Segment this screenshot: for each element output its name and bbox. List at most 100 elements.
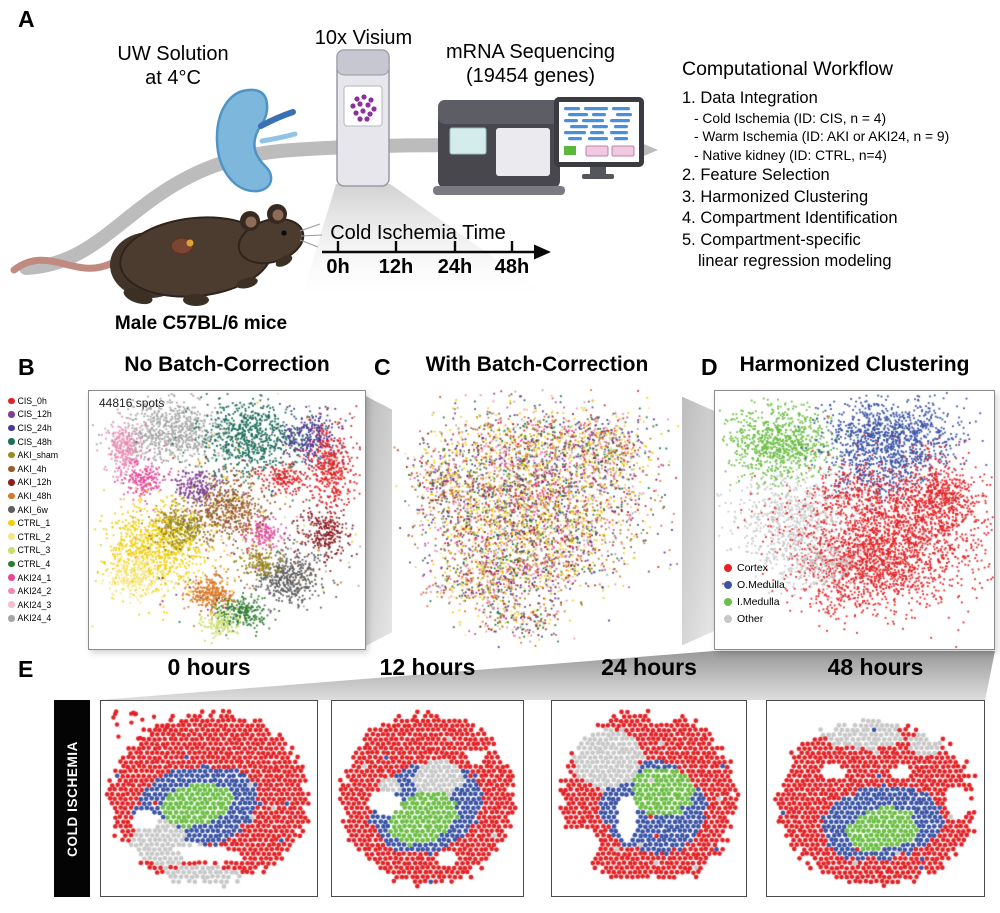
legend-item-label: CIS_24h — [17, 422, 52, 433]
legend-item-label: CIS_48h — [17, 436, 52, 447]
spatial-section-48h — [766, 700, 985, 897]
legend-color-dot — [8, 397, 15, 405]
timepoint-title-12h: 12 hours — [379, 654, 476, 680]
legend-color-dot — [724, 563, 732, 572]
compartment-legend-item: I.Medulla — [724, 593, 785, 610]
legend-item-label: O.Medulla — [737, 578, 785, 591]
spatial-canvas-0h — [103, 703, 315, 894]
sample-legend-item: CIS_24h — [8, 421, 86, 435]
legend-color-dot — [8, 424, 15, 432]
legend-item-label: AKI24_2 — [17, 586, 52, 597]
spatial-canvas-48h — [769, 703, 982, 894]
legend-item-label: AKI24_1 — [17, 572, 52, 583]
spatial-canvas-24h — [554, 703, 744, 894]
sample-legend-item: CTRL_1 — [8, 516, 86, 530]
workflow-item: linear regression modeling — [698, 252, 892, 270]
legend-item-label: CTRL_2 — [17, 531, 51, 542]
legend-color-dot — [724, 597, 732, 606]
spots-count: 44816 spots — [99, 396, 165, 410]
legend-color-dot — [8, 547, 15, 554]
timepoint-title-0h: 0 hours — [167, 654, 251, 680]
legend-color-dot — [8, 615, 15, 622]
spatial-section-24h — [551, 700, 747, 897]
sample-legend-item: AKI24_2 — [8, 584, 86, 598]
legend-color-dot — [8, 587, 15, 595]
umap-harmonized-box: Cortex O.Medulla I.Medulla Other — [714, 390, 995, 650]
timeline-tick-24h: 24h — [437, 256, 473, 278]
sample-legend-item: AKI_4h — [8, 462, 86, 476]
zoom-wedge — [302, 184, 548, 296]
compartment-legend-item: Other — [724, 610, 785, 627]
workflow-item: 2. Feature Selection — [682, 166, 830, 184]
legend-color-dot — [8, 451, 15, 459]
visium-label: 10x Visium — [314, 27, 413, 49]
sample-legend-item: AKI_6w — [8, 503, 86, 517]
legend-color-dot — [8, 465, 15, 473]
legend-item-label: Other — [737, 612, 764, 625]
panel-b-title: No Batch-Correction — [124, 353, 330, 376]
legend-item-label: CIS_12h — [17, 409, 52, 420]
legend-color-dot — [8, 601, 15, 608]
cold-ischemia-text: COLD ISCHEMIA — [64, 740, 80, 857]
monitor-illustration — [554, 97, 644, 179]
legend-item-label: AKI24_4 — [17, 613, 52, 624]
umap-batch-box — [392, 388, 682, 650]
legend-item-label: I.Medulla — [737, 595, 780, 608]
legend-item-label: AKI_6w — [17, 504, 48, 515]
umap-harmonized-canvas — [715, 391, 994, 649]
panel-d-label: D — [701, 354, 718, 380]
workflow-item: 4. Compartment Identification — [682, 209, 898, 227]
panel-c-title: With Batch-Correction — [425, 353, 649, 376]
legend-color-dot — [8, 574, 15, 581]
legend-color-dot — [8, 479, 15, 486]
uw-solution-label-line1: UW Solution — [117, 43, 229, 65]
sample-legend-item: CTRL_4 — [8, 557, 86, 571]
compartment-legend-item: O.Medulla — [724, 576, 785, 593]
computational-workflow-title: Computational Workflow — [682, 58, 893, 80]
compartment-legend: Cortex O.Medulla I.Medulla Other — [724, 559, 785, 627]
sample-legend-item: AKI_12h — [8, 476, 86, 490]
spatial-section-0h — [100, 700, 318, 897]
panel-b-label: B — [18, 354, 35, 380]
umap-no-batch-canvas — [89, 391, 365, 649]
bc-connector-shadow — [362, 394, 396, 648]
sample-legend-item: CTRL_3 — [8, 544, 86, 558]
timeline-tick-0h: 0h — [326, 256, 350, 278]
sample-legend: CIS_0h CIS_12h CIS_24h CIS_48h AKI_sham … — [8, 394, 86, 625]
panel-d-title: Harmonized Clustering — [739, 353, 970, 376]
panel-e-label: E — [18, 656, 34, 682]
sample-legend-item: AKI24_1 — [8, 571, 86, 585]
workflow-item: 3. Harmonized Clustering — [682, 187, 869, 206]
legend-color-dot — [8, 519, 15, 527]
timeline-tick-12h: 12h — [378, 256, 414, 278]
legend-color-dot — [8, 560, 15, 568]
legend-item-label: AKI_sham — [17, 450, 59, 461]
mouse-illustration — [10, 204, 323, 306]
sample-legend-item: CTRL_2 — [8, 530, 86, 544]
sample-legend-item: CIS_48h — [8, 435, 86, 449]
sample-legend-item: AKI24_3 — [8, 598, 86, 612]
legend-item-label: CTRL_4 — [17, 558, 51, 569]
mouse-strain-label: Male C57BL/6 mice — [114, 313, 288, 334]
timepoint-title-24h: 24 hours — [601, 654, 697, 680]
sample-legend-item: AKI24_4 — [8, 612, 86, 626]
legend-item-label: AKI_12h — [17, 477, 52, 488]
spatial-canvas-12h — [334, 703, 521, 894]
timepoint-title-48h: 48 hours — [827, 654, 924, 680]
cold-ischemia-time-label: Cold Ischemia Time — [330, 222, 506, 244]
legend-color-dot — [8, 438, 15, 445]
legend-item-label: CTRL_1 — [17, 518, 51, 529]
legend-item-label: CTRL_3 — [17, 545, 51, 556]
panel-a-illustration — [10, 49, 658, 306]
panel-c-label: C — [374, 354, 391, 380]
sample-legend-item: AKI_sham — [8, 448, 86, 462]
sample-legend-item: CIS_12h — [8, 408, 86, 422]
umap-batch-canvas — [392, 388, 682, 650]
workflow-list: 1. Data Integration - Cold Ischemia (ID:… — [682, 88, 997, 273]
workflow-item: - Cold Ischemia (ID: CIS, n = 4) — [694, 110, 887, 126]
kidney-illustration — [215, 88, 298, 193]
panel-a-label: A — [18, 6, 35, 32]
legend-item-label: AKI24_3 — [17, 599, 52, 610]
legend-color-dot — [8, 492, 15, 500]
